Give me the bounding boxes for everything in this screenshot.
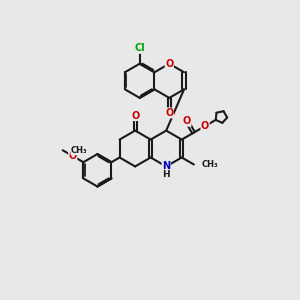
Text: O: O (165, 59, 173, 69)
Text: N: N (162, 161, 170, 172)
Text: O: O (183, 116, 191, 126)
Text: CH₃: CH₃ (202, 160, 219, 169)
Text: O: O (69, 151, 77, 161)
Text: H: H (162, 170, 170, 179)
Text: O: O (165, 108, 173, 118)
Text: Cl: Cl (134, 44, 145, 53)
Text: O: O (131, 111, 139, 121)
Text: CH₃: CH₃ (71, 146, 88, 155)
Text: O: O (201, 121, 209, 131)
